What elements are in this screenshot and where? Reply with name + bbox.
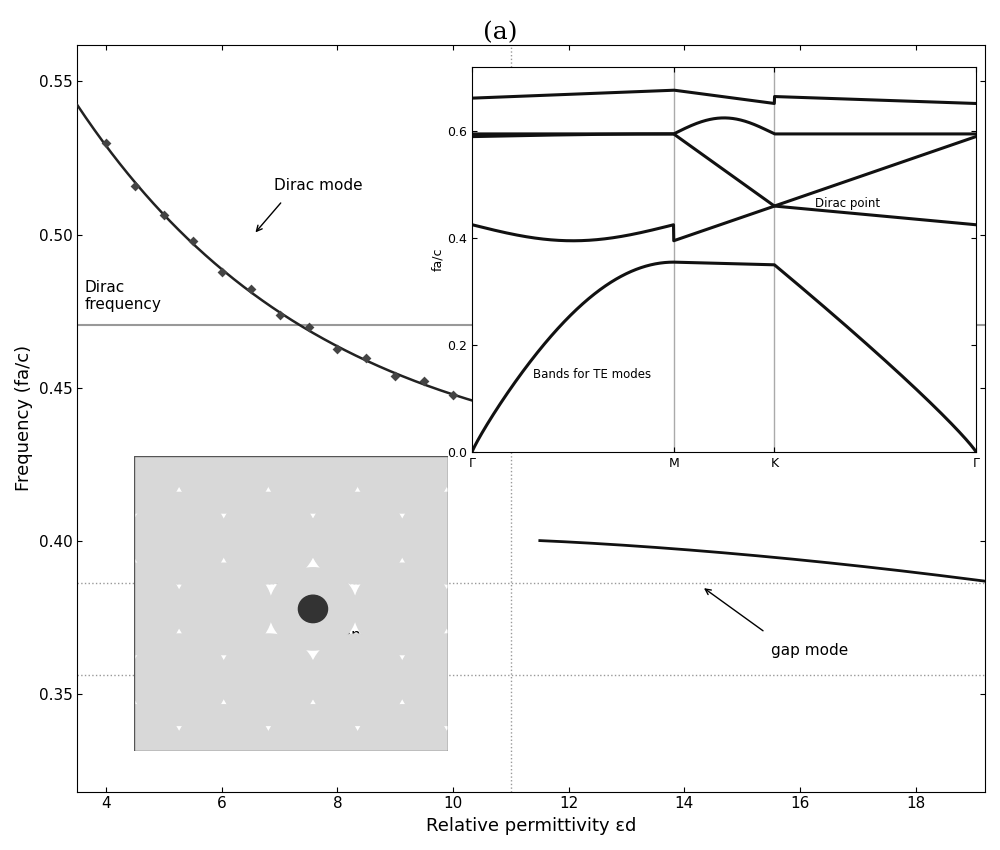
Text: Dirac mode: Dirac mode — [274, 178, 362, 193]
Point — [214, 265, 230, 279]
Point — [445, 388, 461, 401]
Point — [156, 208, 172, 222]
Point — [301, 320, 317, 334]
Point — [329, 343, 345, 356]
Point — [474, 400, 490, 413]
X-axis label: Relative permittivity εd: Relative permittivity εd — [426, 817, 636, 835]
Text: Dirac
frequency: Dirac frequency — [84, 280, 161, 312]
Point — [387, 370, 403, 383]
Point — [503, 401, 519, 415]
Point — [561, 421, 577, 434]
Point — [127, 178, 143, 192]
Point — [358, 351, 374, 365]
Point — [243, 282, 259, 296]
Point — [272, 309, 288, 322]
Text: bandgap: bandgap — [333, 628, 400, 643]
Point — [185, 234, 201, 247]
Text: (a): (a) — [483, 21, 517, 44]
Point — [98, 136, 114, 150]
Point — [416, 375, 432, 388]
Y-axis label: Frequency (fa/c): Frequency (fa/c) — [15, 345, 33, 491]
Text: gap mode: gap mode — [771, 643, 848, 658]
